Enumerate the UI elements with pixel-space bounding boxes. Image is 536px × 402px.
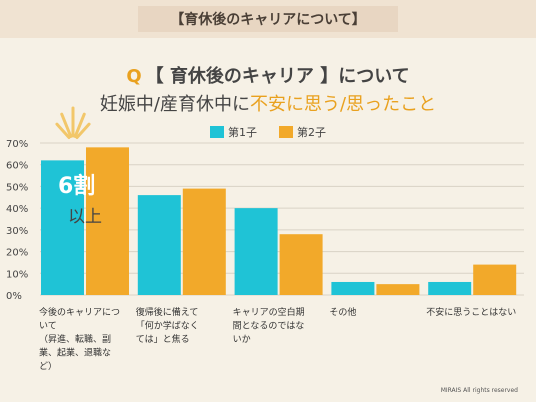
x-category-label: その他	[329, 306, 356, 318]
bar-series1	[331, 281, 375, 295]
sunburst-ray	[73, 112, 86, 138]
bar-series1	[41, 160, 84, 295]
title-prefix: 妊娠中/産育休中に	[99, 94, 250, 115]
legend-swatch-series2	[279, 126, 293, 138]
y-tick-label: 10%	[6, 269, 28, 280]
y-tick-label: 20%	[6, 248, 28, 259]
x-category-label: キャリアの空白期間となるのではないか	[233, 306, 305, 345]
sunburst-ray	[55, 122, 71, 140]
annotation-ratio: 6割	[58, 173, 95, 199]
bar-series2	[473, 264, 517, 295]
x-category-label: 復帰後に備えて「何か学ばなくては」と焦る	[136, 306, 199, 345]
bar-series1	[137, 195, 181, 295]
legend: 第1子 第2子	[0, 124, 536, 140]
banner-title: 【育休後のキャリアについて】	[138, 6, 398, 32]
footer-copyright: MIRAIS All rights reserved	[440, 387, 518, 394]
legend-label-series2: 第2子	[297, 126, 326, 139]
q-mark: Q	[126, 66, 142, 87]
bar-series2	[376, 284, 420, 295]
title-text: 【 育休後のキャリア 】について	[145, 66, 410, 87]
y-tick-label: 60%	[6, 161, 28, 172]
y-tick-label: 40%	[6, 204, 28, 215]
title-highlight: 不安に思う/思ったこと	[250, 94, 437, 115]
chart-title-line2: 妊娠中/産育休中に不安に思う/思ったこと	[0, 90, 536, 116]
legend-item-series2: 第2子	[279, 124, 326, 140]
annotation-suffix: 以上	[68, 207, 102, 227]
y-tick-label: 70%	[6, 139, 28, 150]
legend-label-series1: 第1子	[228, 126, 257, 139]
legend-item-series1: 第1子	[210, 124, 257, 140]
y-tick-label: 30%	[6, 226, 28, 237]
x-category-label: 今後のキャリアについて（昇進、転職、副業、起業、退職など）	[39, 306, 120, 372]
y-tick-label: 0%	[6, 291, 22, 302]
bar-series1	[234, 208, 278, 295]
legend-swatch-series1	[210, 126, 224, 138]
x-category-label: 不安に思うことはない	[426, 306, 516, 318]
chart-title-line1: Q 【 育休後のキャリア 】について	[0, 62, 536, 88]
bar-series2	[182, 188, 226, 295]
bar-series1	[428, 281, 472, 295]
header-banner: 【育休後のキャリアについて】	[0, 0, 536, 38]
y-tick-label: 50%	[6, 182, 28, 193]
bar-series2	[279, 234, 323, 295]
sunburst-ray	[75, 122, 91, 140]
sunburst-ray	[60, 112, 73, 138]
bar-series2	[86, 147, 129, 295]
